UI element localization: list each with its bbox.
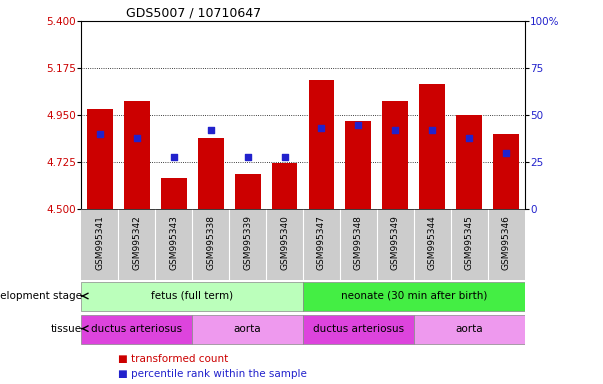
Text: GSM995342: GSM995342: [132, 215, 141, 270]
Text: fetus (full term): fetus (full term): [151, 291, 233, 301]
Text: GDS5007 / 10710647: GDS5007 / 10710647: [126, 7, 261, 20]
Point: [95, 131, 105, 137]
Text: development stage: development stage: [0, 291, 82, 301]
Text: GSM995338: GSM995338: [206, 215, 215, 270]
FancyBboxPatch shape: [81, 282, 303, 311]
Bar: [124, 101, 150, 209]
FancyBboxPatch shape: [192, 314, 303, 344]
Text: GSM995340: GSM995340: [280, 215, 289, 270]
Text: GSM995339: GSM995339: [243, 215, 252, 270]
Text: GSM995343: GSM995343: [169, 215, 178, 270]
Text: GSM995349: GSM995349: [391, 215, 400, 270]
Bar: [309, 79, 335, 209]
FancyBboxPatch shape: [81, 209, 525, 280]
Point: [501, 150, 511, 156]
Text: aorta: aorta: [455, 324, 483, 334]
Point: [132, 135, 142, 141]
Bar: [87, 109, 113, 209]
Text: neonate (30 min after birth): neonate (30 min after birth): [341, 291, 487, 301]
Point: [317, 125, 326, 131]
Point: [428, 127, 437, 133]
Bar: [198, 138, 224, 209]
Text: GSM995346: GSM995346: [502, 215, 511, 270]
Point: [206, 127, 215, 133]
FancyBboxPatch shape: [303, 314, 414, 344]
Bar: [493, 134, 519, 209]
Text: GSM995345: GSM995345: [465, 215, 474, 270]
Text: GSM995344: GSM995344: [428, 215, 437, 270]
Text: GSM995348: GSM995348: [354, 215, 363, 270]
FancyBboxPatch shape: [303, 282, 525, 311]
Point: [280, 154, 289, 160]
Text: ■ transformed count: ■ transformed count: [118, 354, 228, 364]
Text: GSM995341: GSM995341: [95, 215, 104, 270]
Point: [353, 122, 363, 128]
Text: ductus arteriosus: ductus arteriosus: [91, 324, 182, 334]
Bar: [346, 121, 371, 209]
FancyBboxPatch shape: [81, 314, 192, 344]
Bar: [456, 115, 482, 209]
Text: ■ percentile rank within the sample: ■ percentile rank within the sample: [118, 369, 306, 379]
Text: tissue: tissue: [51, 324, 82, 334]
Text: ductus arteriosus: ductus arteriosus: [313, 324, 404, 334]
Point: [464, 135, 474, 141]
Point: [391, 127, 400, 133]
Bar: [382, 101, 408, 209]
FancyBboxPatch shape: [414, 314, 525, 344]
Point: [169, 154, 178, 160]
Point: [243, 154, 253, 160]
Text: GSM995347: GSM995347: [317, 215, 326, 270]
Text: aorta: aorta: [234, 324, 262, 334]
Bar: [235, 174, 260, 209]
Bar: [271, 163, 297, 209]
Bar: [161, 178, 187, 209]
Bar: [419, 84, 445, 209]
